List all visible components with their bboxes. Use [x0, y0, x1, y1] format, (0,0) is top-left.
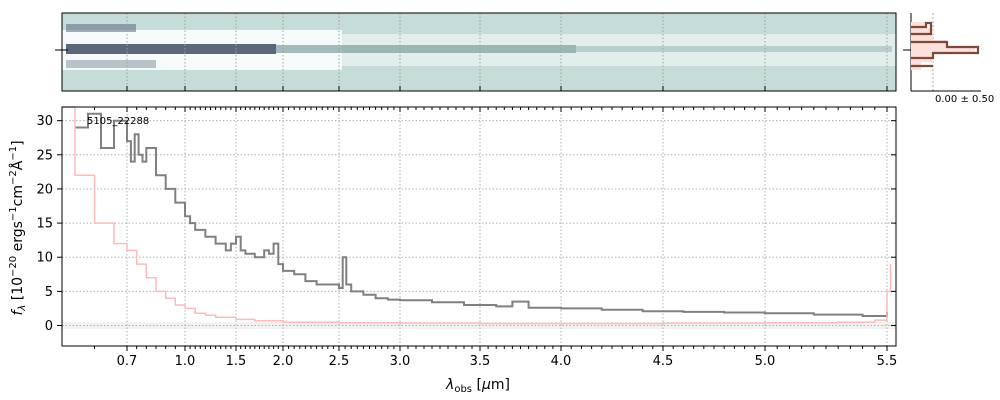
x-tick-label: 1.0 — [175, 354, 196, 369]
2d-spectrum-trace — [62, 24, 896, 70]
y-tick-label: 5 — [45, 285, 53, 300]
2d-spectrum-ticks — [55, 49, 916, 91]
2d-spectrum-panel — [55, 12, 916, 92]
plot-ticks: 0.7 1.0 1.5 2.0 2.5 3.0 3.5 4.0 4.5 5.0 5.5 0 5 10 15 2… — [36, 107, 897, 369]
y-tick-label: 15 — [36, 217, 53, 232]
plot-area — [62, 107, 896, 346]
x-tick-label: 5.0 — [755, 354, 776, 369]
object-id-label: 5105_22288 — [87, 116, 149, 127]
x-tick-label: 2.5 — [329, 354, 350, 369]
x-tick-label: 3.5 — [470, 354, 491, 369]
x-tick-label: 3.0 — [390, 354, 411, 369]
y-tick-label: 20 — [36, 182, 53, 197]
2d-trace-tail — [576, 46, 892, 52]
y-tick-label: 0 — [45, 319, 53, 334]
plot-frame — [61, 106, 897, 347]
x-tick-label: 5.5 — [877, 354, 898, 369]
2d-trace-core — [66, 44, 276, 54]
2d-trace-lower — [66, 60, 156, 68]
2d-spectrum-frame — [61, 12, 897, 92]
x-tick-label: 2.0 — [273, 354, 294, 369]
x-tick-label: 0.7 — [117, 354, 138, 369]
y-axis-title: fλ [10−20 ergs−1cm−2Å−1] — [8, 140, 28, 315]
y-tick-label: 25 — [36, 148, 53, 163]
plot-series — [62, 106, 892, 325]
plot-grid — [62, 107, 896, 346]
2d-trace-mid — [276, 45, 576, 53]
y-tick-label: 10 — [36, 251, 53, 266]
histogram-panel: 0.00 ± 0.50 — [910, 13, 994, 105]
x-tick-label: 4.5 — [653, 354, 674, 369]
2d-spectrum-grid — [126, 13, 888, 91]
series-line-1 — [62, 106, 892, 325]
histogram-outline — [911, 21, 980, 68]
y-tick-label: 30 — [36, 114, 53, 129]
1d-spectrum-panel: 0.7 1.0 1.5 2.0 2.5 3.0 3.5 4.0 4.5 5.0 5.5 0 5 10 15 2… — [36, 106, 897, 369]
series-line-0 — [75, 112, 888, 317]
2d-trace-upper — [66, 24, 136, 32]
histogram-label: 0.00 ± 0.50 — [935, 94, 994, 105]
x-tick-label: 1.5 — [226, 354, 247, 369]
x-tick-label: 4.0 — [551, 354, 572, 369]
x-axis-title: λobs [μm] — [445, 377, 510, 395]
